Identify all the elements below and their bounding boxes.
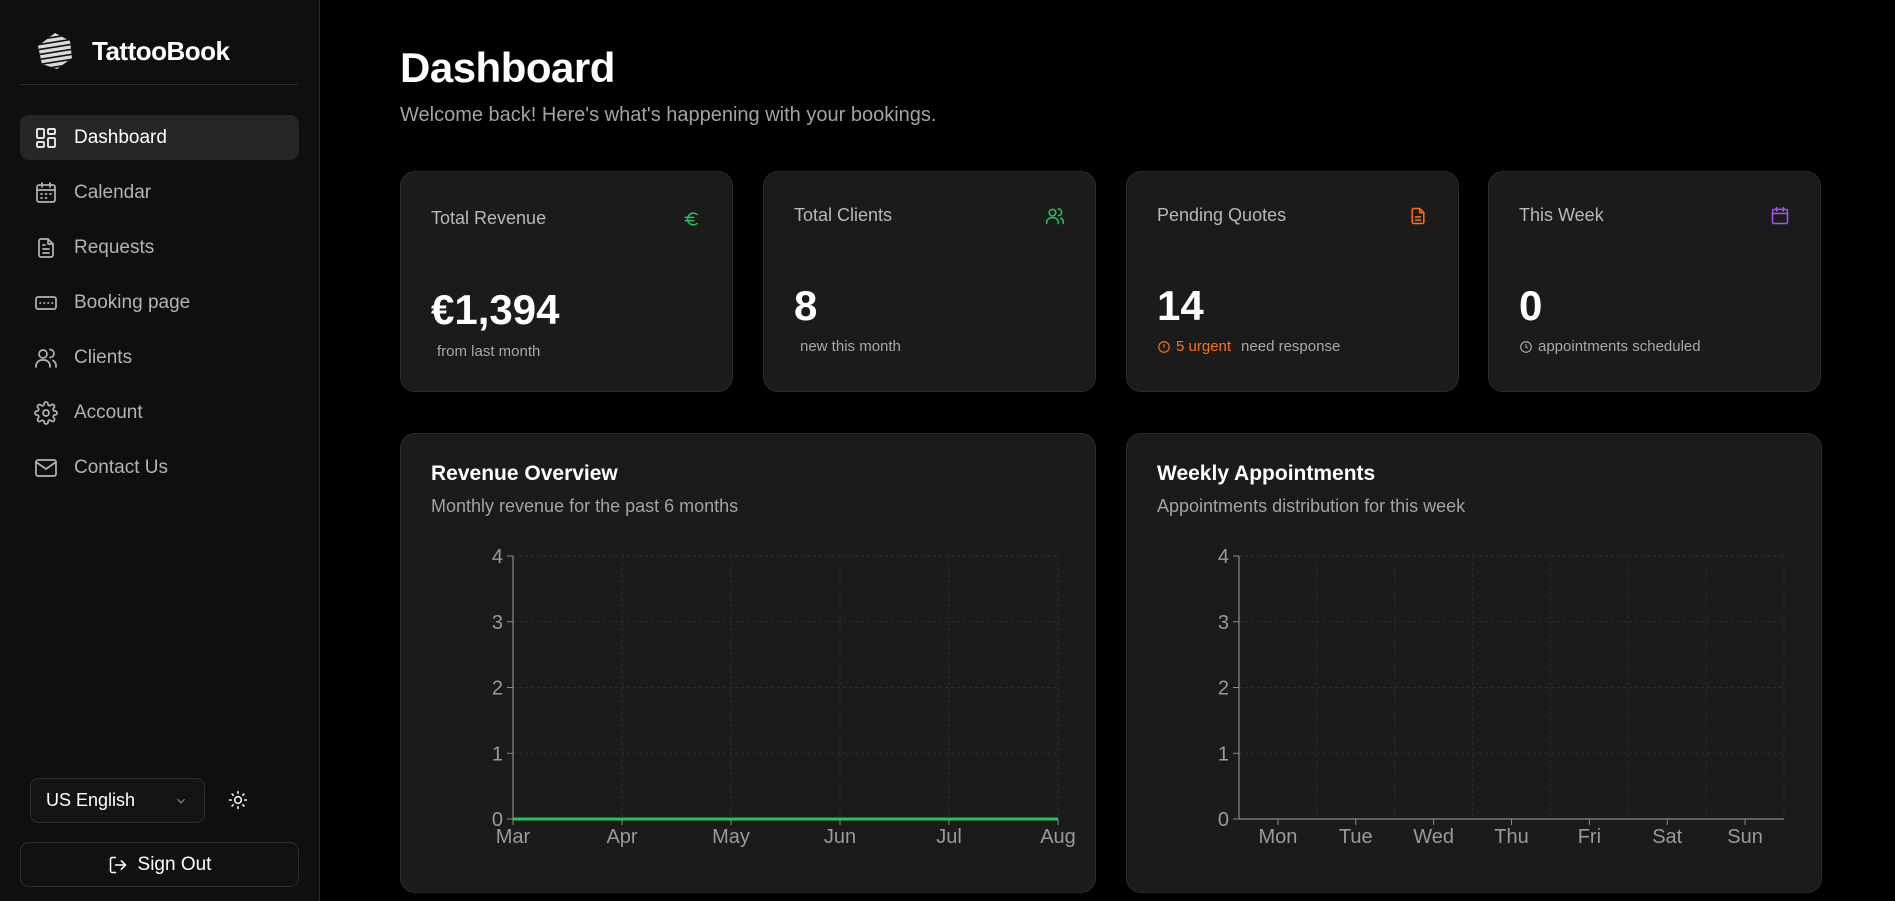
theme-toggle-button[interactable] — [226, 788, 250, 812]
y-tick-label: 3 — [492, 612, 503, 634]
chart-subtitle: Monthly revenue for the past 6 months — [431, 496, 739, 516]
stat-value: 0 — [1519, 282, 1543, 329]
x-tick-label: Jun — [824, 826, 856, 848]
sidebar-item-label: Account — [74, 401, 143, 423]
chevron-down-icon — [177, 798, 185, 804]
y-tick-label: 0 — [492, 809, 503, 831]
stat-label: This Week — [1519, 205, 1604, 225]
revenue-overview-card: Revenue Overview Monthly revenue for the… — [400, 433, 1096, 893]
x-tick-label: Sun — [1727, 826, 1763, 848]
sidebar-item-account[interactable]: Account — [20, 390, 299, 435]
language-value: US English — [46, 790, 136, 810]
users-icon — [1045, 206, 1065, 226]
mail-icon — [34, 456, 58, 480]
brand-name: TattooBook — [92, 35, 230, 66]
alert-circle-icon — [1158, 340, 1170, 353]
sidebar-nav: Dashboard Calendar Requests Booking page… — [20, 115, 299, 500]
stat-note: new this month — [800, 338, 901, 355]
browser-icon — [34, 291, 58, 315]
x-tick-label: Apr — [606, 826, 637, 848]
stat-note-text: need response — [1241, 338, 1341, 355]
sidebar-item-calendar[interactable]: Calendar — [20, 170, 299, 215]
users-icon — [34, 346, 58, 370]
calendar-icon — [1770, 206, 1790, 226]
logo-icon — [38, 33, 72, 69]
chart-subtitle: Appointments distribution for this week — [1157, 496, 1466, 516]
sidebar-item-label: Dashboard — [74, 126, 167, 148]
sign-out-label: Sign Out — [137, 853, 212, 875]
stat-label: Pending Quotes — [1157, 205, 1287, 225]
urgent-count: 5 urgent — [1176, 338, 1232, 355]
stat-note: from last month — [437, 343, 541, 360]
x-tick-label: Thu — [1494, 826, 1528, 848]
stat-note: appointments scheduled — [1519, 338, 1701, 355]
page-subtitle: Welcome back! Here's what's happening wi… — [400, 104, 937, 126]
weekly-appointments-card: Weekly Appointments Appointments distrib… — [1126, 433, 1822, 893]
y-tick-label: 1 — [1218, 743, 1229, 765]
document-icon — [1408, 206, 1428, 226]
sidebar-item-contact-us[interactable]: Contact Us — [20, 445, 299, 490]
x-tick-label: Aug — [1040, 826, 1076, 848]
x-tick-label: Mon — [1258, 826, 1297, 848]
page-title: Dashboard — [400, 44, 615, 91]
sidebar-item-booking-page[interactable]: Booking page — [20, 280, 299, 325]
stat-label: Total Clients — [794, 205, 893, 225]
sidebar-item-requests[interactable]: Requests — [20, 225, 299, 270]
x-tick-label: Sat — [1652, 826, 1682, 848]
stat-label: Total Revenue — [431, 208, 547, 228]
sidebar-item-clients[interactable]: Clients — [20, 335, 299, 380]
sidebar-item-label: Booking page — [74, 291, 191, 313]
total-revenue-card: Total Revenue €1,394 from last month — [400, 171, 733, 392]
euro-icon — [682, 209, 702, 229]
y-tick-label: 2 — [1218, 678, 1229, 700]
y-tick-label: 4 — [492, 546, 503, 568]
y-tick-label: 2 — [492, 678, 503, 700]
chart-title: Revenue Overview — [431, 462, 618, 485]
x-tick-label: Fri — [1578, 826, 1601, 848]
y-tick-label: 0 — [1218, 809, 1229, 831]
x-tick-label: May — [712, 826, 750, 848]
total-clients-card: Total Clients 8 new this month — [763, 171, 1096, 392]
sidebar-item-label: Clients — [74, 346, 133, 368]
pending-quotes-card: Pending Quotes 14 5 urgent need response — [1126, 171, 1459, 392]
calendar-icon — [34, 181, 58, 205]
brand[interactable]: TattooBook — [20, 18, 298, 85]
stat-note-text: appointments scheduled — [1538, 338, 1701, 355]
gear-icon — [34, 400, 58, 425]
x-tick-label: Jul — [936, 826, 962, 848]
sidebar-item-label: Requests — [74, 236, 155, 258]
sidebar-item-label: Contact Us — [74, 456, 168, 478]
y-tick-label: 1 — [492, 743, 503, 765]
clock-icon — [1520, 340, 1532, 353]
document-icon — [34, 236, 58, 260]
dashboard-icon — [34, 126, 58, 150]
sidebar-item-label: Calendar — [74, 181, 152, 203]
y-tick-label: 4 — [1218, 546, 1229, 568]
x-tick-label: Tue — [1339, 826, 1373, 848]
stat-value: 14 — [1157, 282, 1204, 329]
sign-out-button[interactable]: Sign Out — [20, 842, 299, 887]
stat-value: 8 — [794, 282, 818, 329]
stat-note: 5 urgent need response — [1157, 338, 1340, 355]
sidebar-item-dashboard[interactable]: Dashboard — [20, 115, 299, 160]
sun-icon — [228, 790, 248, 810]
chart-title: Weekly Appointments — [1157, 462, 1376, 485]
sign-out-icon — [109, 856, 126, 873]
revenue-chart: 0 1 2 3 4 Mar Apr May Jun Jul Aug — [492, 546, 1076, 848]
sidebar: TattooBook Dashboard Calendar Requests B… — [0, 0, 320, 901]
this-week-card: This Week 0 appointments scheduled — [1488, 171, 1821, 392]
weekly-chart: 0 1 2 3 4 Mon Tue Wed Thu Fri Sat Sun — [1218, 546, 1785, 848]
stat-value: €1,394 — [431, 286, 560, 333]
x-tick-label: Wed — [1413, 826, 1454, 848]
y-tick-label: 3 — [1218, 612, 1229, 634]
x-tick-label: Mar — [496, 826, 531, 848]
language-select[interactable]: US English — [30, 778, 205, 823]
